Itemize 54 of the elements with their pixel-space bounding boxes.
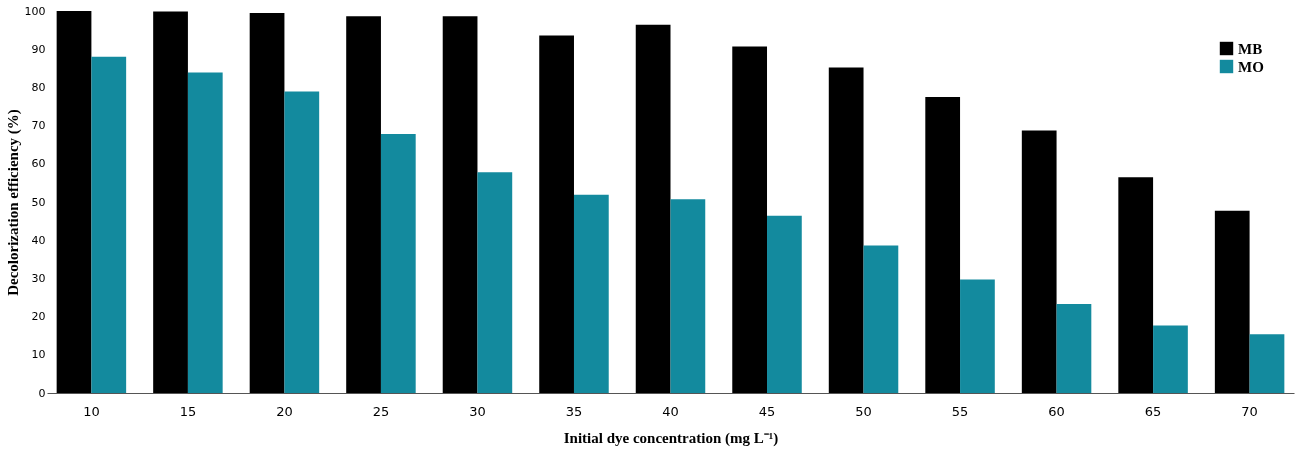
bar: [442, 16, 478, 393]
y-tick-label: 70: [31, 119, 46, 133]
x-tick-label: 30: [469, 403, 486, 419]
bar: [1249, 334, 1285, 393]
bar: [1021, 130, 1057, 393]
y-tick-label: 50: [31, 195, 46, 209]
x-tick-label: 65: [1144, 403, 1162, 419]
y-tick-label: 90: [31, 42, 46, 56]
bar: [1118, 177, 1154, 393]
y-tick-label: 0: [38, 386, 46, 400]
y-tick-label: 60: [31, 157, 46, 171]
x-tick-label: 45: [758, 403, 776, 419]
y-tick-label: 20: [31, 310, 46, 324]
x-tick-label: 60: [1048, 403, 1065, 419]
y-tick-label: 40: [31, 233, 46, 247]
bar: [249, 12, 285, 393]
bar: [153, 11, 188, 393]
bar: [91, 56, 127, 393]
x-tick-label: 35: [565, 403, 583, 419]
bar: [925, 96, 961, 393]
x-tick-label: 10: [83, 403, 100, 419]
x-tick-label: 40: [662, 403, 679, 419]
legend-label: MO: [1238, 58, 1264, 75]
x-tick-label: 70: [1241, 403, 1258, 419]
bar: [732, 46, 768, 393]
x-axis-title: Initial dye concentration (mg L⁻¹): [563, 429, 779, 447]
bar: [477, 172, 513, 393]
x-tick-label: 15: [179, 403, 197, 419]
bar: [960, 279, 995, 393]
y-tick-label: 10: [31, 348, 46, 362]
legend-label: MB: [1238, 40, 1263, 57]
bar: [346, 16, 381, 393]
y-tick-label: 30: [31, 271, 46, 285]
bar: [670, 199, 706, 393]
y-axis-title: Decolorization efficiency (%): [4, 109, 22, 296]
bar: [380, 134, 416, 393]
bar: [573, 194, 609, 393]
bar: [1153, 325, 1188, 393]
y-tick-label: 80: [31, 80, 46, 94]
x-tick-label: 55: [951, 403, 969, 419]
bar: [635, 24, 671, 393]
bar: [1214, 210, 1250, 393]
bar: [539, 35, 574, 393]
bar: [1056, 303, 1092, 393]
x-tick-label: 50: [855, 403, 872, 419]
x-tick-label: 20: [276, 403, 293, 419]
bar: [863, 245, 899, 393]
bar: [767, 215, 802, 393]
y-tick-label: 100: [24, 4, 46, 18]
bar: [828, 67, 864, 393]
bar: [56, 11, 92, 393]
bar: [187, 72, 223, 393]
x-tick-label: 25: [372, 403, 390, 419]
bar: [284, 91, 320, 393]
